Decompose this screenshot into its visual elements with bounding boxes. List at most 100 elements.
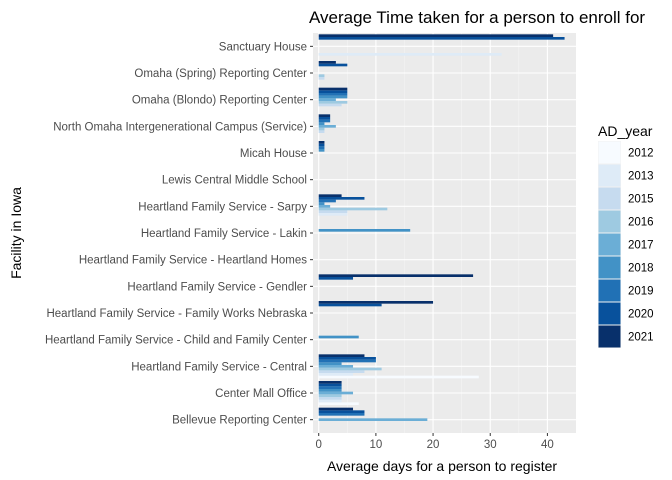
legend-title: AD_year [598, 123, 653, 139]
legend-label: 2015 [628, 194, 654, 206]
bar [318, 90, 348, 93]
legend-swatch [598, 302, 621, 325]
bar [318, 77, 325, 80]
x-tick-labels: 0 10 20 30 40 [316, 433, 554, 451]
bar [318, 122, 325, 125]
y-tick-label: Center Mall Office [215, 388, 307, 400]
y-tick-label: Heartland Family Service - Gendler [127, 281, 307, 293]
legend-label: 2016 [628, 217, 654, 229]
x-tick-label: 30 [484, 439, 497, 451]
y-tick-label: Omaha (Blondo) Reporting Center [132, 95, 307, 107]
bar [318, 229, 411, 232]
y-tick-label: Heartland Family Service - Family Works … [46, 308, 307, 320]
legend-swatch [598, 279, 621, 302]
x-tick-label: 10 [369, 439, 382, 451]
x-tick-label: 0 [316, 439, 322, 451]
bar [318, 357, 376, 360]
y-tick-label: Bellevue Reporting Center [172, 415, 307, 427]
bar [318, 127, 325, 131]
bar [318, 410, 365, 413]
bar [318, 362, 342, 365]
legend-label: 2013 [628, 171, 654, 183]
bar [318, 197, 365, 200]
legend-swatch [598, 325, 621, 348]
bar [318, 386, 342, 389]
bar [318, 141, 325, 144]
y-tick-label: Sanctuary House [219, 41, 307, 53]
bar [318, 34, 554, 37]
y-tick-label: Heartland Family Service - Lakin [141, 228, 307, 240]
y-tick-label: Heartland Family Service - Central [131, 361, 307, 373]
bar [318, 87, 348, 91]
legend-label: 2021 [628, 332, 654, 344]
y-tick-label: Heartland Family Service - Heartland Hom… [79, 255, 307, 267]
bar [318, 373, 354, 376]
legend-label: 2018 [628, 263, 654, 275]
bar [318, 146, 325, 149]
bar [318, 61, 336, 64]
y-tick-label: Heartland Family Service - Child and Fam… [45, 335, 307, 347]
legend-label: 2020 [628, 309, 654, 321]
bar [318, 53, 502, 56]
legend-label: 2017 [628, 240, 654, 252]
bar [318, 103, 342, 107]
bar [318, 303, 382, 307]
bar [318, 413, 365, 416]
bar [318, 63, 348, 67]
x-tick-label: 40 [541, 439, 554, 451]
bars [318, 34, 565, 421]
bar [318, 418, 428, 421]
legend-swatch [598, 164, 621, 187]
bar [318, 394, 342, 397]
bar [318, 37, 565, 40]
bar [318, 210, 348, 213]
bar [318, 205, 331, 208]
bar [318, 149, 325, 152]
grid-lines [313, 33, 576, 433]
y-tick-label: Omaha (Spring) Reporting Center [134, 68, 307, 80]
y-tick-label: North Omaha Intergenerational Campus (Se… [53, 121, 307, 133]
bar [318, 367, 382, 371]
bar [318, 397, 342, 400]
bar [318, 354, 365, 357]
bar [318, 130, 325, 133]
bar [318, 274, 474, 277]
bar [318, 301, 434, 304]
bar [318, 199, 336, 203]
bar [318, 399, 342, 403]
legend-swatch [598, 256, 621, 279]
y-tick-label: Heartland Family Service - Sarpy [138, 201, 307, 213]
bar [318, 365, 354, 368]
y-tick-label: Micah House [240, 148, 307, 160]
bar [318, 202, 325, 205]
bar [318, 207, 388, 211]
bar [318, 119, 331, 123]
bar [318, 383, 342, 387]
bar [318, 359, 376, 363]
bar [318, 370, 365, 373]
bar [318, 335, 359, 339]
legend-swatch [598, 210, 621, 233]
y-axis-title: Facility in Iowa [8, 187, 24, 279]
legend: AD_year 2012 2013 2015 2016 2017 2018 2019 2020… [598, 123, 654, 348]
bar [318, 143, 325, 147]
legend-label: 2019 [628, 286, 654, 298]
bar [318, 407, 354, 411]
bar [318, 117, 331, 120]
bar [318, 402, 359, 405]
y-tick-label: Lewis Central Middle School [162, 175, 307, 187]
bar [318, 101, 348, 104]
legend-label: 2012 [628, 148, 654, 160]
y-tick-labels: Sanctuary House Omaha (Spring) Reporting … [45, 41, 313, 427]
chart-title: Average Time taken for a person to enrol… [309, 8, 645, 27]
bar [318, 74, 325, 77]
bar [318, 391, 354, 395]
bar [318, 125, 336, 128]
bar [318, 381, 342, 384]
bar [318, 375, 479, 379]
bar [318, 277, 354, 280]
legend-swatch [598, 233, 621, 256]
bar [318, 93, 348, 96]
bar [318, 213, 348, 216]
